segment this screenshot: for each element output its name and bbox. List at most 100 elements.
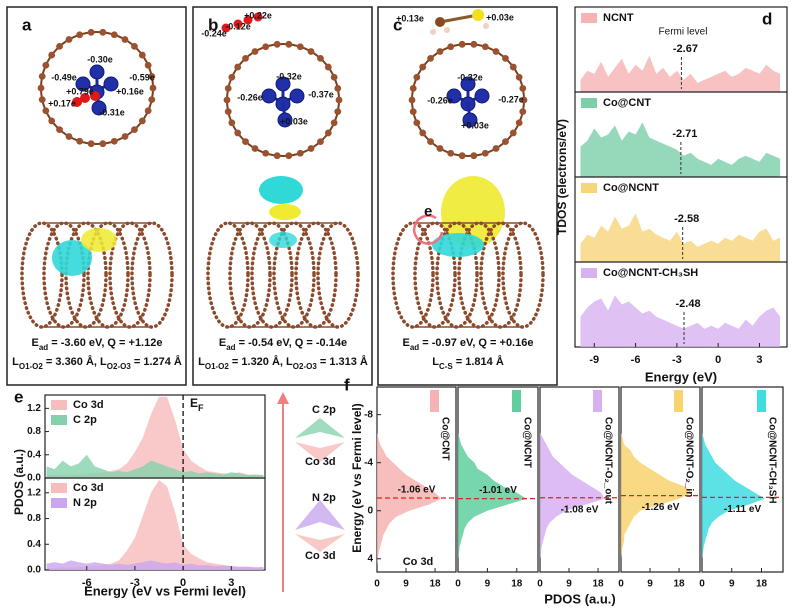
legend-label: Co 3d [73,399,104,411]
carbon-atom [409,84,417,92]
y-tick-label: -8 [364,409,373,420]
legend-label: NCNT [603,12,634,24]
caption-part: = -0.97 eV, Q = +0.16e [419,337,533,349]
schematic: C 2p Co 3d N 2p Co 3d [277,392,345,592]
carbon-atom [334,84,342,92]
isosurface [432,233,484,257]
caption-part: O2-O3 [293,362,318,371]
legend-label: Co@NCNT-CH₃SH [603,267,698,279]
fermi-label: -2.67 [673,43,698,55]
carbon-atom [110,31,118,39]
carbon-atom [242,138,249,146]
dos-area [621,402,692,565]
co-atom [289,88,305,104]
schematic-label: Co 3d [305,456,336,468]
carbon-atom [502,54,509,62]
legend-label: Co@NCNT-O₂_in [683,417,694,497]
caption-part: O1-O2 [19,362,44,371]
carbon-atom [251,145,259,152]
co-atom [446,88,462,104]
x-tick-label: 18 [429,579,441,590]
caption: Ead = -3.60 eV, Q = +1.12e [32,337,163,352]
carbon-atom [87,140,95,148]
x-tick-label: 0 [715,354,721,366]
co-atom [277,112,293,128]
dos-area [580,213,781,262]
carbon-atom [149,84,157,92]
charge-label: -0.27e [498,94,524,104]
carbon-atom [223,96,231,104]
carbon-atom [37,84,45,92]
x-tick-label: 0 [618,579,624,590]
carbon-atom [324,63,332,71]
caption-part: L [100,356,107,368]
carbon-atom [413,73,421,81]
annotation-part: F [198,403,204,413]
charge-label: -0.30e [87,54,113,64]
carbon-atom [148,72,156,80]
isosurface [81,228,117,252]
carbon-atom [56,42,63,50]
c-atom [435,17,445,27]
caption-part: L [12,356,19,368]
h-atom [444,27,450,33]
caption-part: E [403,337,410,349]
dos-area [377,402,442,565]
isosurface [269,232,297,248]
carbon-atom [470,152,478,160]
carbon-atom [296,43,304,51]
dos-area [580,55,781,92]
x-tick-label: -6 [631,354,641,366]
dos-area [46,454,264,478]
carbon-atom [148,96,156,104]
y-tick-label: 1.2 [27,487,41,498]
x-tick-label: 0 [537,579,543,590]
y-tick-label: 0.4 [27,539,41,550]
x-axis-title: PDOS (a.u.) [544,591,616,606]
carbon-atom [409,108,417,116]
x-tick-label: 9 [729,579,735,590]
caption-part: ad [39,343,48,352]
carbon-atom [38,72,46,80]
fermi-label: -2.48 [675,298,700,310]
carbon-atom [481,43,489,51]
carbon-atom [307,145,315,152]
carbon-atom [65,133,73,140]
charge-label: -0.49e [51,72,77,82]
o-atom [90,91,100,101]
carbon-atom [228,119,236,127]
caption-part: = -0.54 eV, Q = -0.14e [236,337,348,349]
panel-letter: f [344,375,350,394]
carbon-atom [224,84,232,92]
legend-swatch [581,183,597,193]
x-tick-label: -3 [672,354,682,366]
carbon-atom [48,51,56,59]
legend-swatch [757,390,766,412]
co-atom [261,88,277,104]
carbon-atom [228,73,236,81]
carbon-atom [509,63,517,71]
carbon-atom [56,126,63,134]
y-axis-title: PDOS (a.u.) [12,449,26,515]
carbon-atom [330,73,338,81]
charge-label: -0.26e [237,92,263,102]
caption-part: = 1.313 Å [317,355,368,368]
legend-swatch [430,390,439,412]
carbon-atom [42,61,50,69]
x-tick-label: 9 [647,579,653,590]
carbon-atom [224,108,232,116]
co-atom [91,100,107,116]
carbon-atom [251,48,259,55]
legend-swatch [581,268,597,278]
carbon-atom [413,119,421,127]
legend-swatch [51,400,67,410]
y-tick-label: 4 [367,553,373,564]
dos-area [540,402,605,565]
charge-label: +0.03e [486,12,514,22]
carbon-atom [65,36,73,43]
isosurface [269,204,301,220]
carbon-atom [458,40,466,48]
x-tick-label: 3 [228,577,234,589]
fermi-label: -2.71 [672,128,697,140]
annotation: EF [190,396,204,413]
